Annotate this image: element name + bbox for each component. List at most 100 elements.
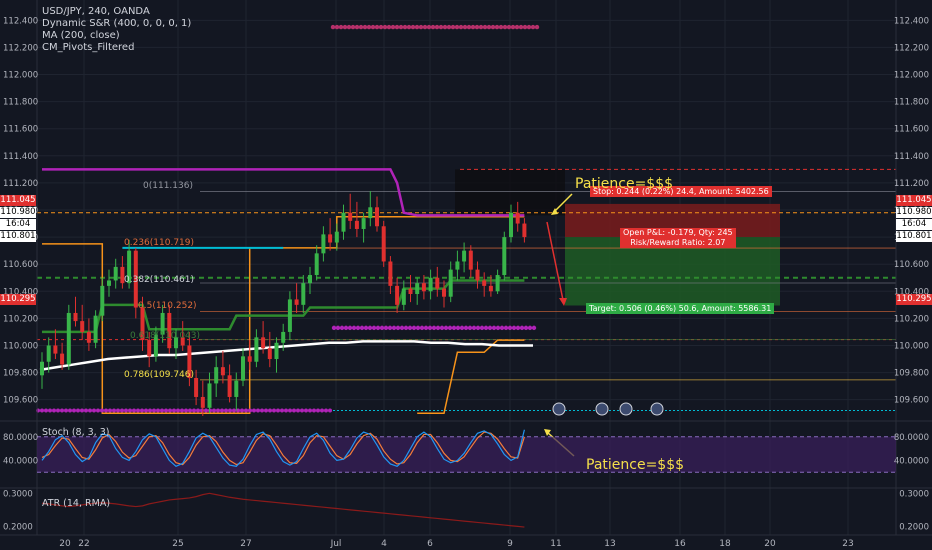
pivot-dots-low (184, 408, 188, 413)
stoch-label[interactable]: Stoch (8, 3, 3) (42, 427, 110, 438)
chart-legend: USD/JPY, 240, OANDA Dynamic S&R (400, 0,… (42, 6, 191, 54)
pivot-dots-mid (503, 325, 509, 331)
pivot-dots-low (112, 408, 116, 413)
candle-body (475, 269, 480, 281)
price-tick-label-right: 112.000 (894, 71, 929, 81)
indicator-pivots[interactable]: CM_Pivots_Filtered (42, 42, 135, 53)
price-tick-label-left: 109.800 (3, 369, 38, 379)
pivot-dots-low (64, 408, 68, 413)
candle-body (509, 212, 513, 238)
pivot-dots-mid (331, 325, 337, 331)
candle-body (66, 312, 71, 365)
pivot-dots-low (216, 408, 220, 413)
fib-label-0382: 0.382(110.461) (124, 275, 195, 285)
pivot-dots-top (374, 24, 380, 30)
time-tick-label: 22 (78, 539, 89, 549)
pivot-dots-low (304, 408, 308, 413)
pivot-dots-low (204, 408, 208, 413)
pnl-tag: Open P&L: -0.179, Qty: 245 Risk/Reward R… (620, 228, 736, 248)
pivot-dots-mid (387, 325, 393, 331)
candle-body (46, 345, 51, 362)
candle-body (160, 312, 165, 335)
price-tick-label-left: 109.600 (3, 396, 38, 406)
pivot-dots-mid (431, 325, 437, 331)
price-tick-label-right: 110.600 (894, 260, 929, 270)
pivot-dots-top (402, 24, 408, 30)
pivot-dots-top (462, 24, 468, 30)
pivot-dots-top (370, 24, 376, 30)
pivot-dots-top (350, 24, 356, 30)
candle-body (187, 345, 192, 378)
pivot-dots-top (454, 24, 460, 30)
fib-label-05: 0.5(110.252) (138, 301, 197, 311)
candle-body (80, 321, 85, 332)
stoch-d-line (41, 431, 525, 466)
pivot-dots-low (140, 408, 144, 413)
pivot-dots-mid (531, 325, 537, 331)
pivot-dots-top (498, 24, 504, 30)
pivot-dots-top (474, 24, 480, 30)
candle-body (515, 212, 520, 224)
pivot-dots-low (224, 408, 228, 413)
candle-body (468, 250, 473, 270)
atr-label[interactable]: ATR (14, RMA) (42, 498, 111, 509)
indicator-dynamic-sr[interactable]: Dynamic S&R (400, 0, 0, 0, 1) (42, 18, 192, 29)
pivot-dots-mid (519, 325, 525, 331)
pivot-dots-top (478, 24, 484, 30)
pivot-dots-low (136, 408, 140, 413)
pivot-dots-top (366, 24, 372, 30)
pivot-dots-low (252, 408, 256, 413)
candle-body (247, 356, 252, 362)
left-price-box-2: 110.980 (0, 207, 36, 218)
pivot-dots-low (288, 408, 292, 413)
pivot-dots-top (330, 24, 336, 30)
callout-top: Patience=$$$ (575, 176, 674, 192)
candle-body (261, 337, 266, 349)
candle-body (274, 342, 279, 360)
time-tick-label: 25 (172, 539, 183, 549)
pivot-dots-low (60, 408, 64, 413)
projection-arrow (546, 221, 564, 301)
event-flag-icon (619, 402, 633, 416)
time-tick-label: 16 (674, 539, 686, 549)
pivot-dots-low (144, 408, 148, 413)
pivot-dots-low (116, 408, 120, 413)
price-tick-label-left: 112.000 (3, 71, 38, 81)
candle-body (227, 375, 232, 397)
candle-body (522, 223, 527, 238)
candle-body (207, 383, 212, 408)
pivot-dots-mid (355, 325, 361, 331)
candle-body (388, 261, 393, 286)
candle-body (334, 231, 339, 243)
pivot-dots-top (438, 24, 444, 30)
time-tick-label: 9 (507, 539, 513, 549)
pivot-dots-mid (475, 325, 481, 331)
fib-label-0786: 0.786(109.746) (124, 370, 195, 380)
atr-tick-label: 0.2000 (899, 522, 929, 532)
pivot-dots-low (260, 408, 264, 413)
pivot-dots-low (176, 408, 180, 413)
left-price-box-4: 110.295 (0, 294, 36, 305)
orange-low-line (417, 339, 525, 414)
pivot-dots-low (300, 408, 304, 413)
atr-tick-label: 0.2000 (3, 522, 33, 532)
time-tick-label: Jul (330, 539, 342, 549)
candle-body (415, 283, 420, 294)
fib-label-0236: 0.236(110.719) (124, 238, 195, 248)
price-tick-label-left: 112.200 (3, 43, 38, 53)
pivot-dots-top (426, 24, 432, 30)
indicator-ma[interactable]: MA (200, close) (42, 30, 120, 41)
pivot-dots-mid (491, 325, 497, 331)
price-tick-label-right: 111.800 (894, 98, 929, 108)
pivot-dots-top (406, 24, 412, 30)
pivot-dots-top (418, 24, 424, 30)
price-tick-label-right: 111.600 (894, 125, 929, 135)
candle-body (395, 285, 400, 305)
pivot-dots-mid (443, 325, 449, 331)
candle-body (361, 218, 366, 229)
pivot-dots-mid (495, 325, 501, 331)
symbol-title[interactable]: USD/JPY, 240, OANDA (42, 6, 150, 17)
candle-body (341, 212, 346, 232)
pivot-dots-mid (347, 325, 353, 331)
pivot-dots-mid (367, 325, 373, 331)
